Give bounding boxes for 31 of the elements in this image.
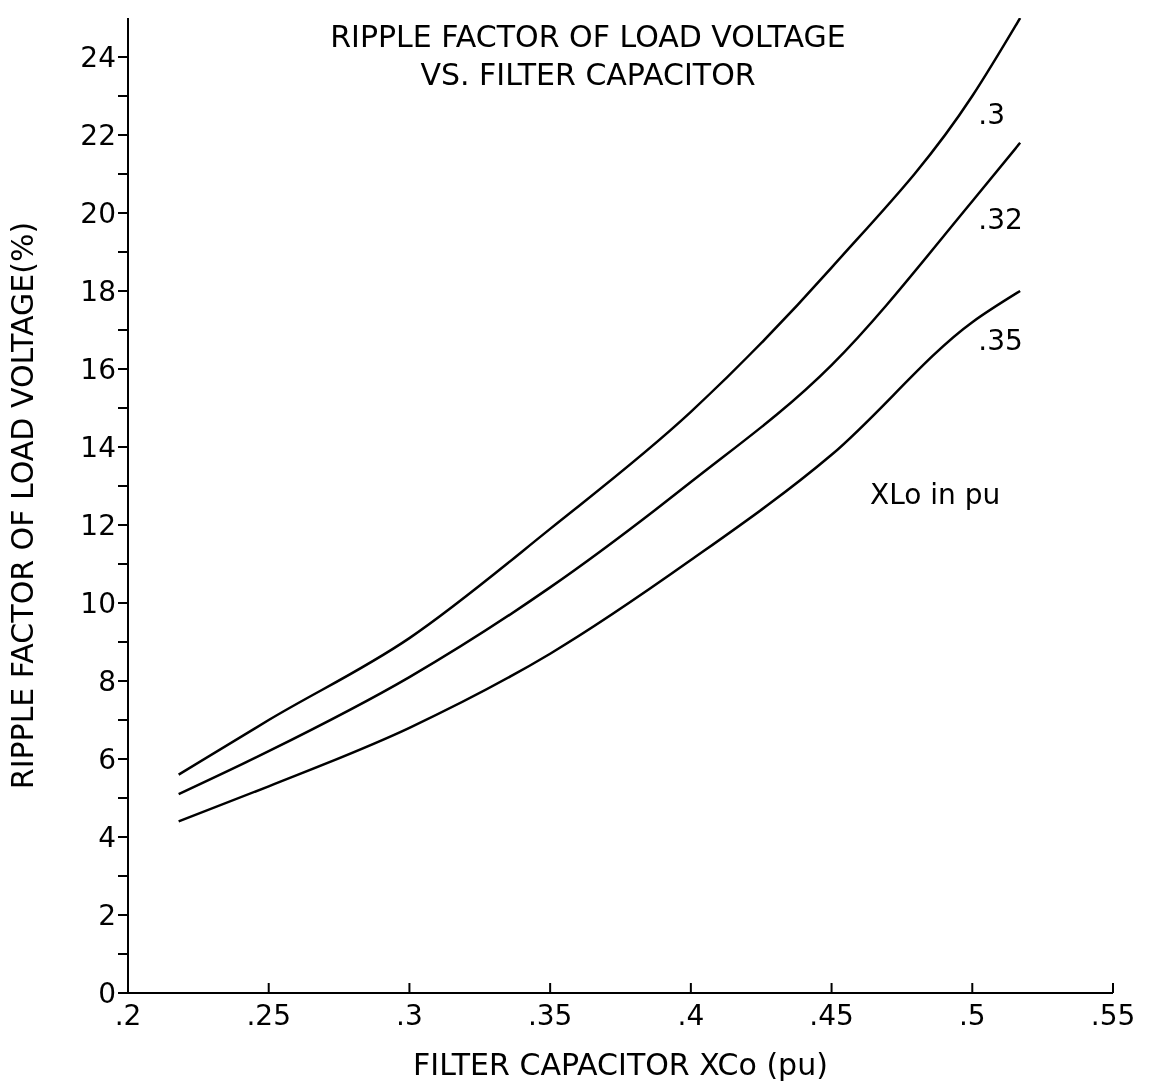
y-tick-label: 24: [80, 40, 116, 74]
y-tick-label: 0: [98, 976, 116, 1010]
y-tick-label: 14: [80, 430, 116, 464]
y-tick-label: 20: [80, 196, 116, 230]
x-axis-title: FILTER CAPACITOR XCo (pu): [413, 1047, 828, 1081]
series-label: .35: [978, 324, 1023, 358]
line-series: [177, 18, 1022, 776]
x-tick-label: .2: [114, 998, 142, 1032]
series-label: .32: [978, 203, 1023, 237]
y-tick-label: 18: [80, 274, 116, 308]
y-tick-label: 22: [80, 118, 116, 152]
annotation: XLo in pu: [870, 478, 1001, 511]
y-tick-label: 4: [98, 820, 116, 854]
y-tick-label: 12: [80, 508, 116, 542]
y-tick-label: 10: [80, 586, 116, 620]
y-axis-title: RIPPLE FACTOR OF LOAD VOLTAGE(%): [4, 221, 40, 790]
y-tick-label: 16: [80, 352, 116, 386]
x-tick-label: .4: [677, 998, 705, 1032]
line-series: [177, 289, 1022, 823]
y-tick-label: 6: [98, 742, 116, 776]
x-tick-label: .25: [246, 998, 291, 1032]
y-tick-label: 8: [98, 664, 116, 698]
x-tick-label: .45: [809, 998, 854, 1032]
line-series: [177, 141, 1022, 796]
x-tick-label: .3: [396, 998, 423, 1032]
x-tick-label: .35: [527, 998, 573, 1032]
text: RIPPLE FACTOR OF LOAD VOLTAGE VS. FILTER CAPACITOR: [329, 18, 847, 94]
x-tick-label: .55: [1090, 998, 1136, 1032]
x-tick-label: .5: [958, 998, 986, 1032]
series-label: .3: [978, 98, 1005, 131]
y-tick-label: 2: [98, 898, 116, 932]
